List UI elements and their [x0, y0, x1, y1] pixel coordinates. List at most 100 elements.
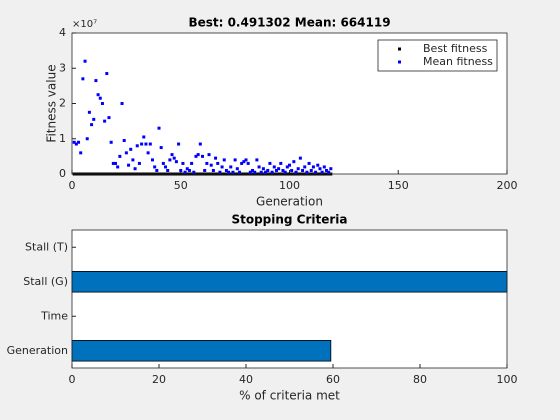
- x-tick-label: 80: [413, 373, 427, 386]
- y-tick-label: 4: [59, 26, 66, 39]
- data-point: [85, 137, 89, 141]
- data-point: [244, 158, 248, 162]
- x-tick-label: 60: [326, 373, 340, 386]
- axes-frame: [71, 229, 508, 369]
- data-point: [90, 123, 94, 127]
- data-point: [170, 153, 174, 157]
- data-point: [309, 168, 313, 172]
- data-point: [235, 167, 239, 171]
- data-point: [109, 140, 113, 144]
- data-point: [140, 142, 144, 146]
- data-point: [298, 156, 302, 160]
- data-point: [203, 168, 207, 172]
- data-point: [318, 167, 322, 171]
- data-point: [270, 170, 274, 174]
- data-point: [255, 158, 259, 162]
- y-tick-label: Stall (G): [23, 275, 68, 288]
- data-point: [153, 165, 157, 169]
- data-point: [114, 161, 117, 165]
- data-point: [94, 79, 98, 83]
- data-point: [168, 158, 172, 162]
- data-point: [92, 117, 96, 121]
- x-axis-label: Generation: [256, 195, 323, 209]
- data-point: [194, 154, 198, 158]
- data-point: [222, 158, 226, 162]
- data-point: [220, 165, 224, 169]
- legend-label: Best fitness: [423, 42, 488, 55]
- data-point: [157, 126, 161, 130]
- data-point: [259, 170, 263, 174]
- data-point: [118, 154, 122, 158]
- x-tick-label: 100: [497, 373, 518, 386]
- data-point: [294, 170, 298, 174]
- data-point: [211, 168, 215, 172]
- data-point: [148, 142, 152, 146]
- data-point: [187, 168, 191, 172]
- data-point: [107, 116, 111, 120]
- data-point: [131, 158, 135, 162]
- data-point: [311, 165, 315, 169]
- data-point: [120, 102, 124, 105]
- data-point: [305, 170, 309, 174]
- data-point: [122, 139, 126, 143]
- data-point: [105, 72, 109, 76]
- data-point: [127, 163, 131, 167]
- y-tick-label: 1: [59, 132, 66, 145]
- y-multiplier: ×10⁷: [72, 19, 97, 30]
- data-point: [124, 151, 128, 155]
- data-point: [242, 160, 246, 164]
- data-point: [172, 156, 176, 160]
- y-tick-label: Time: [40, 309, 68, 322]
- x-axis-label: % of criteria met: [239, 389, 340, 403]
- data-point: [87, 110, 91, 114]
- data-point: [288, 163, 291, 167]
- data-point: [72, 140, 76, 144]
- data-point: [283, 170, 287, 174]
- data-point: [207, 153, 211, 157]
- data-point: [274, 168, 278, 172]
- x-tick-label: 40: [239, 373, 253, 386]
- data-point: [150, 158, 154, 162]
- data-point: [268, 161, 272, 165]
- data-point: [100, 102, 104, 105]
- chart-title: Best: 0.491302 Mean: 664119: [188, 16, 390, 30]
- data-point: [277, 167, 281, 171]
- data-point: [216, 161, 220, 165]
- data-point: [201, 154, 204, 158]
- data-point: [257, 165, 261, 169]
- x-tick-label: 150: [388, 179, 409, 192]
- data-point: [144, 142, 148, 146]
- data-point: [177, 142, 181, 146]
- y-tick-label: 3: [59, 61, 66, 74]
- data-point: [314, 170, 318, 174]
- data-point: [146, 151, 150, 155]
- data-point: [324, 168, 328, 172]
- data-point: [279, 161, 283, 165]
- data-point: [133, 167, 137, 171]
- data-point: [266, 168, 270, 172]
- data-point: [129, 147, 133, 151]
- data-point: [155, 168, 159, 172]
- data-point: [251, 168, 255, 172]
- data-point: [192, 170, 196, 174]
- data-point: [233, 158, 237, 162]
- data-point: [264, 170, 268, 174]
- data-point: [227, 170, 231, 174]
- data-point: [214, 156, 218, 160]
- data-point: [290, 168, 294, 172]
- data-point: [183, 170, 187, 174]
- data-point: [253, 170, 257, 174]
- data-point: [198, 142, 202, 146]
- data-point: [159, 146, 163, 150]
- data-point: [83, 59, 87, 63]
- x-tick-label: 100: [279, 179, 300, 192]
- data-point: [137, 161, 141, 165]
- data-point: [74, 142, 78, 146]
- legend-label: Mean fitness: [423, 55, 493, 68]
- data-point: [81, 77, 85, 81]
- data-point: [205, 161, 209, 165]
- data-point: [218, 170, 222, 174]
- data-point: [185, 167, 189, 171]
- data-point: [179, 168, 183, 172]
- x-tick-label: 0: [69, 179, 76, 192]
